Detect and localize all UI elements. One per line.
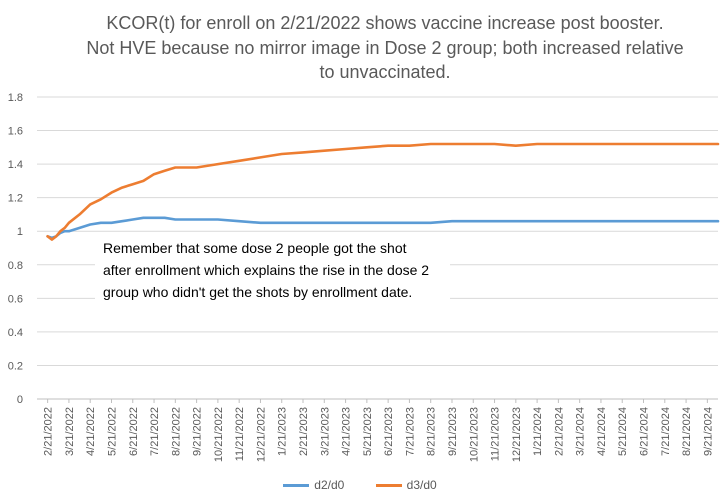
x-tick-label: 4/21/2023	[341, 407, 353, 456]
x-tick-label: 2/21/2023	[298, 407, 310, 456]
x-tick-label: 3/21/2022	[64, 407, 76, 456]
x-tick-label: 5/21/2024	[617, 407, 629, 456]
x-tick-label: 8/21/2024	[681, 407, 693, 456]
x-tick-label: 8/21/2023	[426, 407, 438, 456]
x-tick-label: 3/21/2023	[319, 407, 331, 456]
legend-swatch-d2	[283, 484, 310, 488]
y-tick-label: 0	[17, 394, 23, 406]
x-tick-label: 7/21/2022	[149, 407, 161, 456]
y-tick-label: 1.4	[8, 159, 23, 171]
x-tick-label: 7/21/2024	[660, 407, 672, 456]
x-tick-label: 6/21/2022	[128, 407, 140, 456]
x-tick-label: 12/21/2022	[255, 407, 267, 462]
legend-label-d2: d2/d0	[314, 478, 345, 492]
annotation-line-3: group who didn't get the shots by enroll…	[103, 284, 413, 300]
series-line-d3	[46, 142, 720, 241]
x-tick-label: 10/21/2022	[213, 407, 225, 462]
x-tick-label: 2/21/2022	[43, 407, 55, 456]
legend: d2/d0 d3/d0	[0, 478, 720, 492]
y-tick-label: 0.8	[8, 260, 23, 272]
x-tick-label: 7/21/2023	[404, 407, 416, 456]
x-tick-label: 12/21/2023	[511, 407, 523, 462]
x-tick-label: 5/21/2023	[362, 407, 374, 456]
x-tick-label: 3/21/2024	[575, 407, 587, 456]
chart-title-line-1: KCOR(t) for enroll on 2/21/2022 shows va…	[106, 13, 664, 33]
y-tick-label: 0.6	[8, 293, 23, 305]
x-tick-label: 10/21/2023	[468, 407, 480, 462]
legend-item-d2: d2/d0	[283, 478, 344, 492]
y-tick-label: 0.2	[8, 360, 23, 372]
x-tick-label: 2/21/2024	[553, 407, 565, 456]
series-line-d2	[46, 216, 720, 240]
x-tick-label: 1/21/2024	[532, 407, 544, 456]
x-tick-label: 9/21/2024	[702, 407, 714, 456]
legend-swatch-d3	[375, 484, 402, 488]
annotation-line-2: after enrollment which explains the rise…	[103, 262, 430, 278]
x-tick-label: 8/21/2022	[170, 407, 182, 456]
x-tick-label: 6/21/2023	[383, 407, 395, 456]
x-tick-label: 9/21/2022	[192, 407, 204, 456]
x-tick-label: 1/21/2023	[277, 407, 289, 456]
chart-title-line-2: Not HVE because no mirror image in Dose …	[86, 38, 684, 58]
annotation-box: Remember that some dose 2 people got the…	[95, 233, 450, 307]
x-tick-label: 11/21/2023	[490, 407, 502, 461]
legend-label-d3: d3/d0	[406, 478, 437, 492]
y-tick-label: 1	[17, 226, 23, 238]
x-tick-label: 4/21/2024	[596, 407, 608, 456]
x-tick-label: 11/21/2022	[234, 407, 246, 461]
chart-title-line-3: to unvaccinated.	[319, 62, 451, 82]
y-tick-label: 1.2	[8, 193, 23, 205]
annotation-line-1: Remember that some dose 2 people got the…	[103, 240, 407, 256]
y-tick-label: 1.8	[8, 92, 23, 104]
x-tick-label: 6/21/2024	[639, 407, 651, 456]
y-tick-label: 0.4	[8, 327, 23, 339]
x-tick-label: 9/21/2023	[447, 407, 459, 456]
x-tick-label: 5/21/2022	[106, 407, 118, 456]
legend-item-d3: d3/d0	[375, 478, 437, 492]
y-tick-label: 1.6	[8, 126, 23, 138]
x-tick-label: 4/21/2022	[85, 407, 97, 456]
